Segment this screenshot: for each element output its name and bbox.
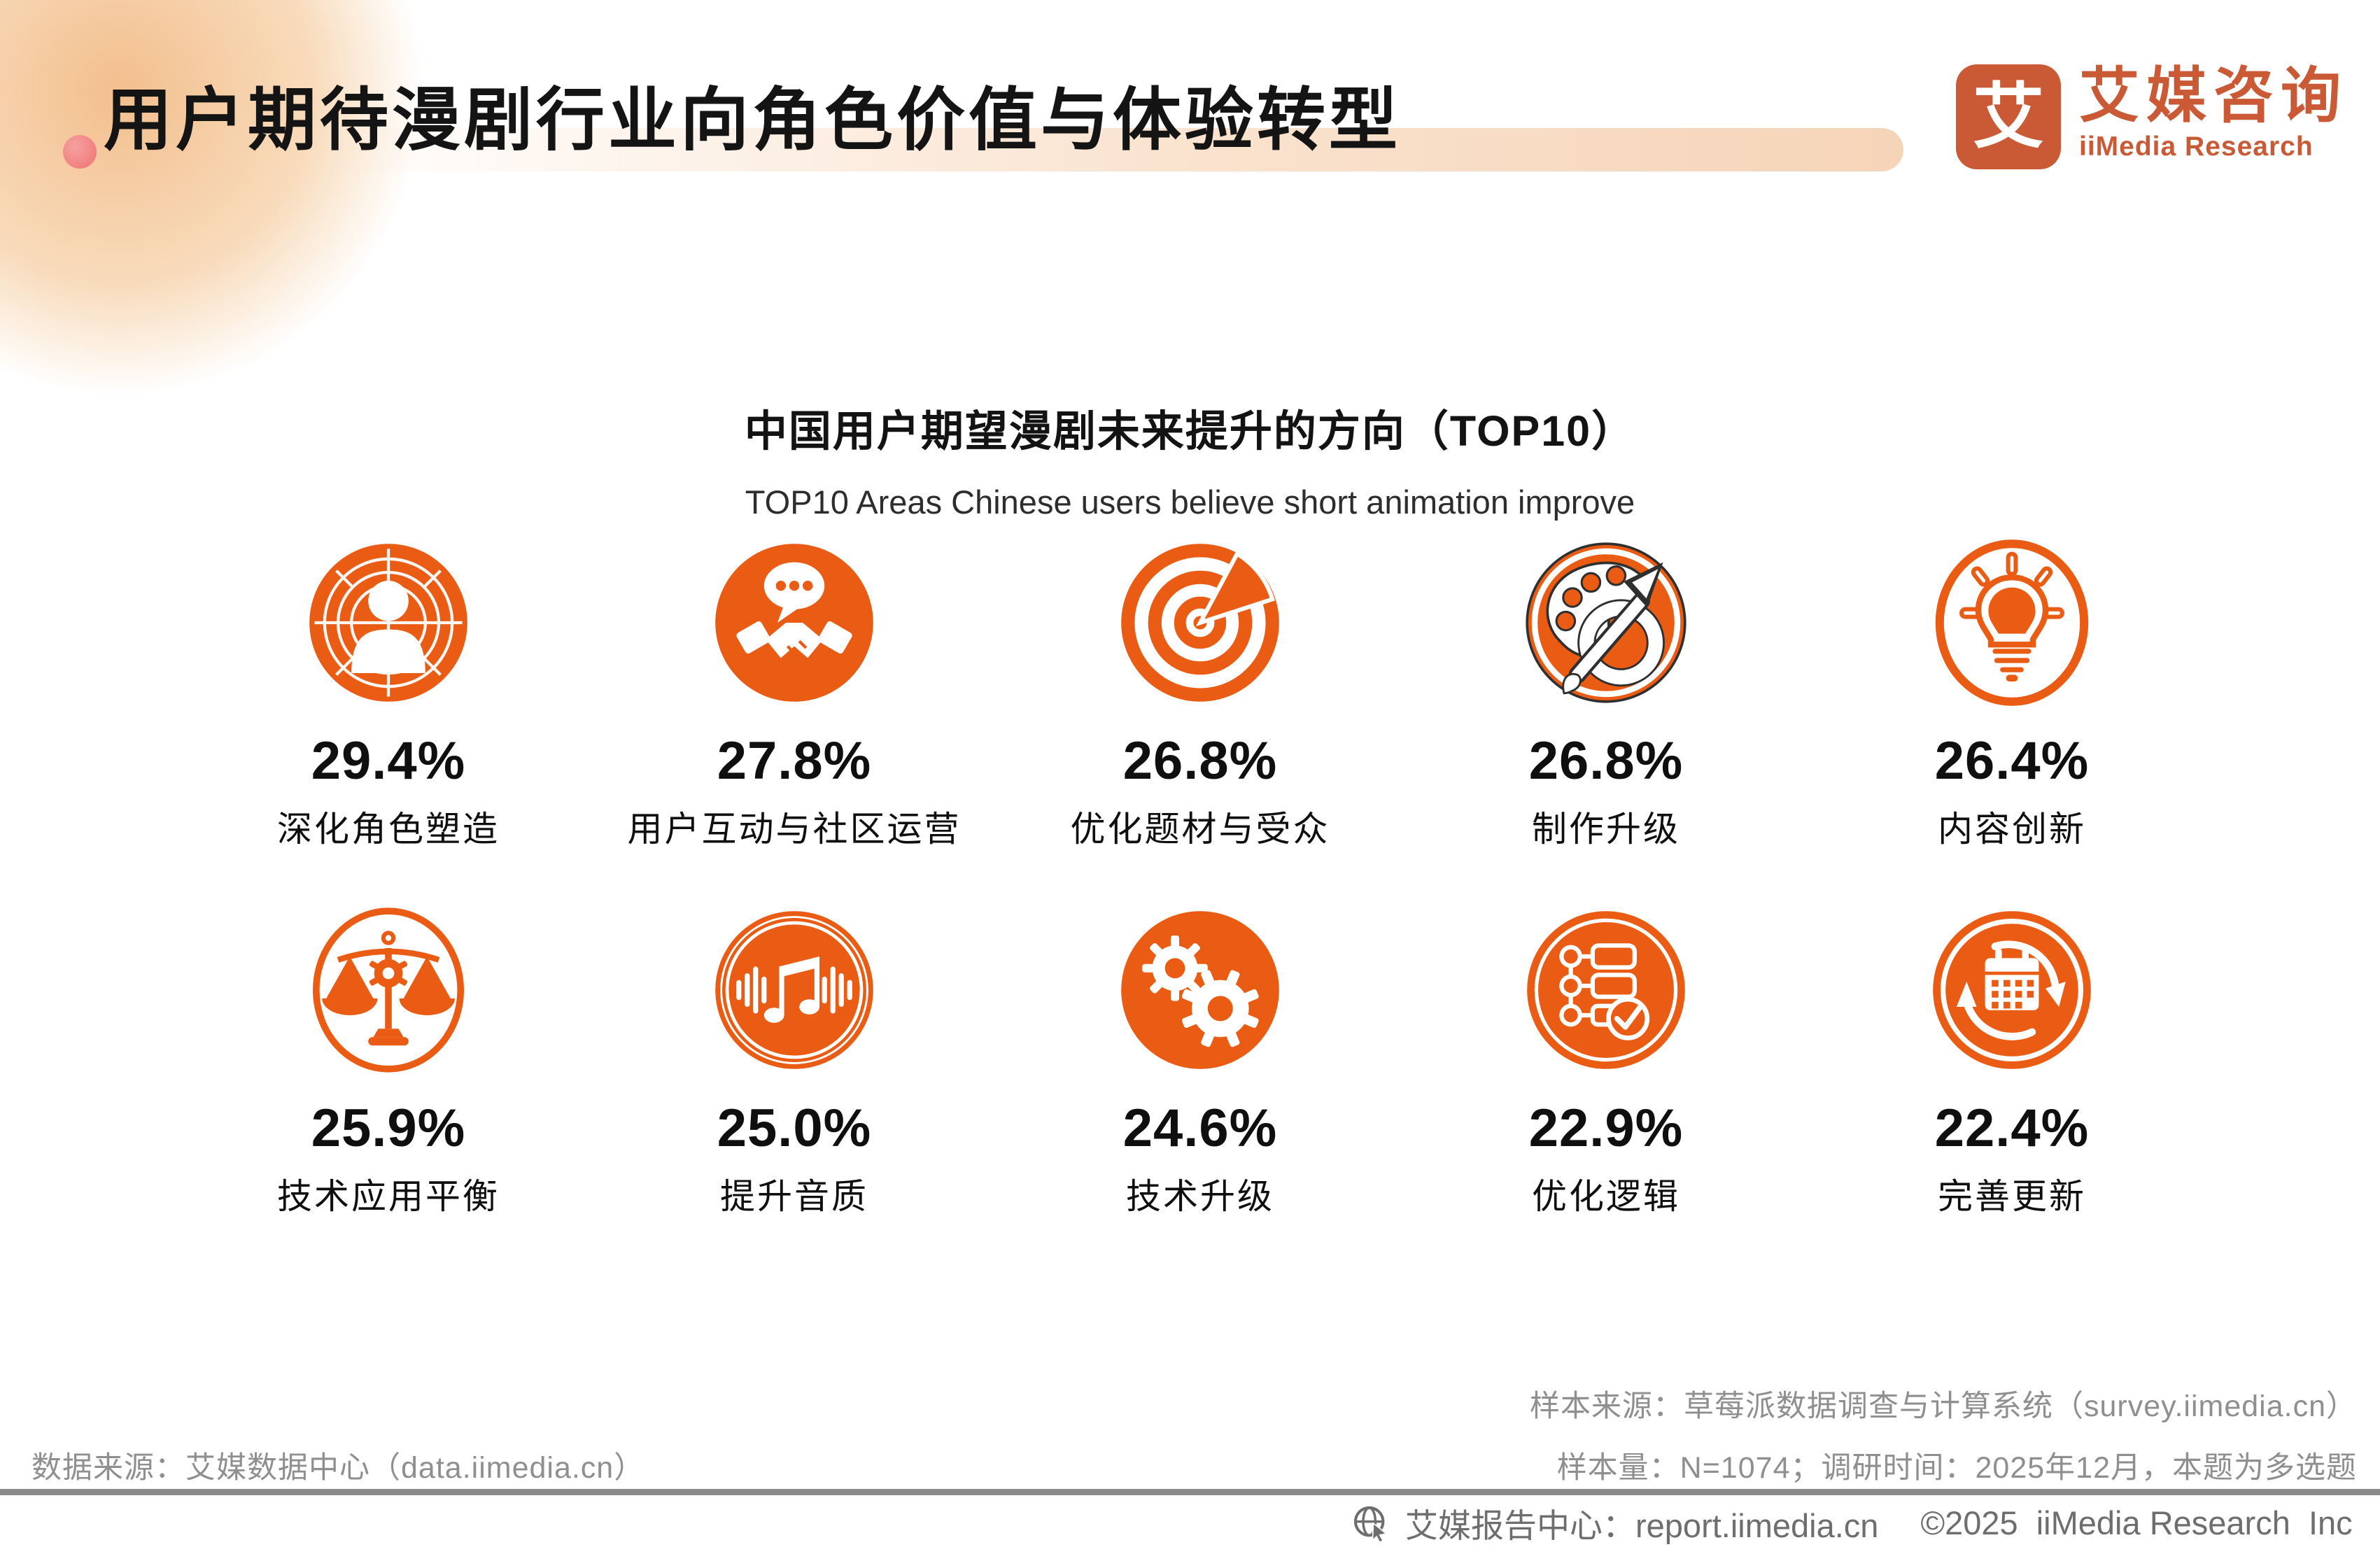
report-center-link: 艾媒报告中心：report.iimedia.cn	[1405, 1507, 1879, 1544]
gears-icon	[1116, 906, 1284, 1074]
item-label: 优化逻辑	[1532, 1177, 1680, 1216]
chart-item-6: 25.9% 技术应用平衡	[203, 906, 574, 1216]
data-source-note: 数据来源：艾媒数据中心（data.iimedia.cn）	[31, 1451, 645, 1485]
corner-gradient-decoration	[0, 0, 427, 399]
balance-scale-icon	[304, 906, 472, 1074]
footer-divider	[0, 1489, 2380, 1495]
item-percentage: 22.4%	[1934, 1099, 2090, 1158]
chat-handshake-icon	[710, 539, 878, 707]
chart-grid-row-1: 29.4% 深化角色塑造 27.8% 用户互动与社区运营	[203, 539, 2197, 849]
title-highlight-bar	[294, 128, 1903, 171]
palette-brush-icon	[1522, 539, 1690, 707]
item-label: 完善更新	[1938, 1177, 2086, 1216]
page-title: 用户期待漫剧行业向角色价值与体验转型	[104, 81, 1402, 158]
chart-title: 中国用户期望漫剧未来提升的方向（TOP10）	[744, 407, 1636, 455]
item-percentage: 26.8%	[1528, 731, 1684, 791]
sample-size-note: 样本量：N=1074；调研时间：2025年12月，本题为多选题	[1556, 1451, 2357, 1485]
logo-glyph: 艾	[1973, 77, 2044, 157]
item-percentage: 27.8%	[717, 731, 872, 791]
chart-subtitle: TOP10 Areas Chinese users believe short …	[745, 483, 1635, 521]
chart-item-9: 22.9% 优化逻辑	[1421, 906, 1791, 1216]
item-percentage: 25.0%	[717, 1099, 872, 1158]
item-label: 内容创新	[1938, 810, 2086, 849]
item-label: 制作升级	[1532, 810, 1680, 849]
chart-item-2: 27.8% 用户互动与社区运营	[609, 539, 980, 849]
item-label: 用户互动与社区运营	[627, 810, 962, 849]
item-percentage: 26.8%	[1122, 731, 1278, 791]
chart-item-5: 26.4% 内容创新	[1826, 539, 2197, 849]
item-label: 优化题材与受众	[1070, 810, 1330, 849]
chart-item-10: 22.4% 完善更新	[1826, 906, 2197, 1216]
item-percentage: 29.4%	[311, 731, 466, 791]
item-percentage: 25.9%	[311, 1099, 466, 1158]
iimedia-logo-icon: 艾	[1956, 64, 2061, 169]
sample-source-note: 样本来源：草莓派数据调查与计算系统（survey.iimedia.cn）	[1530, 1390, 2357, 1423]
chart-item-7: 25.0% 提升音质	[609, 906, 980, 1216]
footer-bar: 艾媒报告中心：report.iimedia.cn ©2025 iiMedia R…	[1351, 1499, 2353, 1547]
copyright-text: ©2025 iiMedia Research Inc	[1920, 1504, 2353, 1541]
calendar-refresh-icon	[1928, 906, 2096, 1074]
item-label: 提升音质	[720, 1177, 868, 1216]
flowchart-check-icon	[1522, 906, 1690, 1074]
logo-name-cn: 艾媒咨询	[2079, 62, 2348, 129]
item-percentage: 24.6%	[1122, 1099, 1278, 1158]
chart-item-4: 26.8% 制作升级	[1421, 539, 1791, 849]
chart-item-3: 26.8% 优化题材与受众	[1015, 539, 1386, 849]
item-percentage: 22.9%	[1528, 1099, 1684, 1158]
item-label: 深化角色塑造	[277, 810, 500, 849]
logo-name-en: iiMedia Research	[2079, 132, 2314, 162]
item-percentage: 26.4%	[1934, 731, 2090, 791]
item-label: 技术应用平衡	[277, 1177, 500, 1216]
iimedia-logo: 艾 艾媒咨询 iiMedia Research	[1956, 64, 2348, 169]
item-label: 技术升级	[1126, 1177, 1274, 1216]
title-bullet-dot	[63, 135, 97, 169]
chart-item-8: 24.6% 技术升级	[1015, 906, 1386, 1216]
lightbulb-icon	[1928, 539, 2096, 707]
radar-person-icon	[304, 539, 472, 707]
chart-item-1: 29.4% 深化角色塑造	[203, 539, 574, 849]
music-note-icon	[710, 906, 878, 1074]
globe-cursor-icon	[1353, 1506, 1388, 1543]
chart-grid-row-2: 25.9% 技术应用平衡	[203, 906, 2197, 1216]
target-pie-icon	[1116, 539, 1284, 707]
